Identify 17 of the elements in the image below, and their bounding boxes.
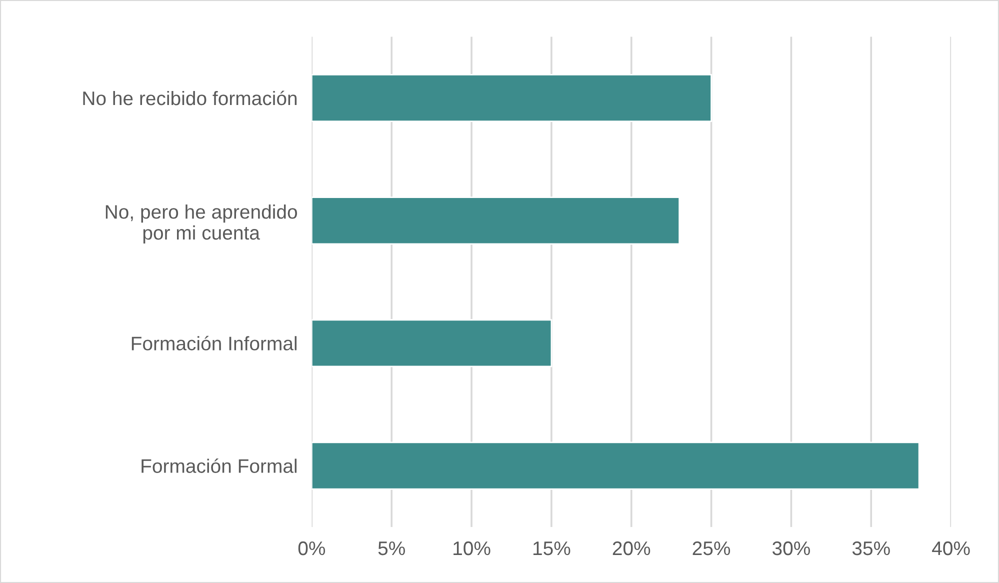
x-tick-label: 5% (378, 542, 405, 556)
bar (312, 196, 680, 245)
x-tick-label: 35% (852, 541, 890, 556)
x-tick-label: 15% (533, 542, 570, 556)
x-tick-label: 30% (772, 541, 810, 556)
y-tick-label: Formación Formal (142, 458, 297, 473)
x-tick-label: 40% (932, 541, 970, 556)
x-tick-label: 10% (454, 541, 490, 556)
y-tick-label: No, pero he aprendido por mi cuenta (106, 204, 297, 244)
bar (312, 442, 920, 490)
x-tick-label: 0% (298, 541, 326, 556)
x-tick-label: 20% (612, 541, 650, 556)
bar (312, 74, 712, 122)
bar (312, 319, 552, 368)
y-tick-label: Formación Informal (132, 336, 297, 350)
x-tick-label: 25% (692, 541, 730, 556)
y-tick-label: No he recibido formación (83, 90, 297, 106)
